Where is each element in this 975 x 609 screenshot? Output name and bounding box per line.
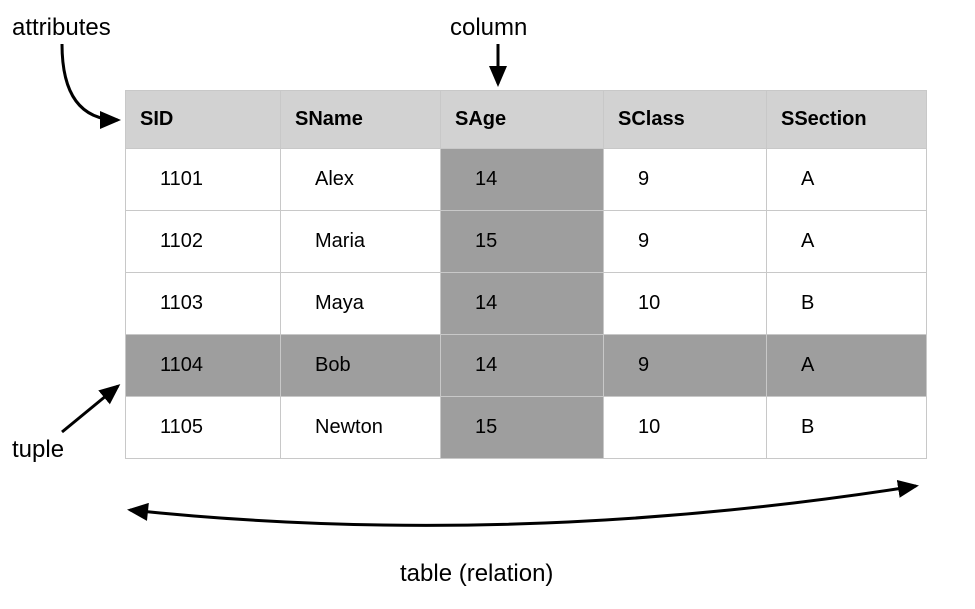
arrow-tuple-path: [62, 386, 118, 432]
arrow-table-span-path: [130, 486, 916, 525]
arrow-attributes-path: [62, 44, 118, 120]
arrow-attributes: [0, 0, 975, 609]
